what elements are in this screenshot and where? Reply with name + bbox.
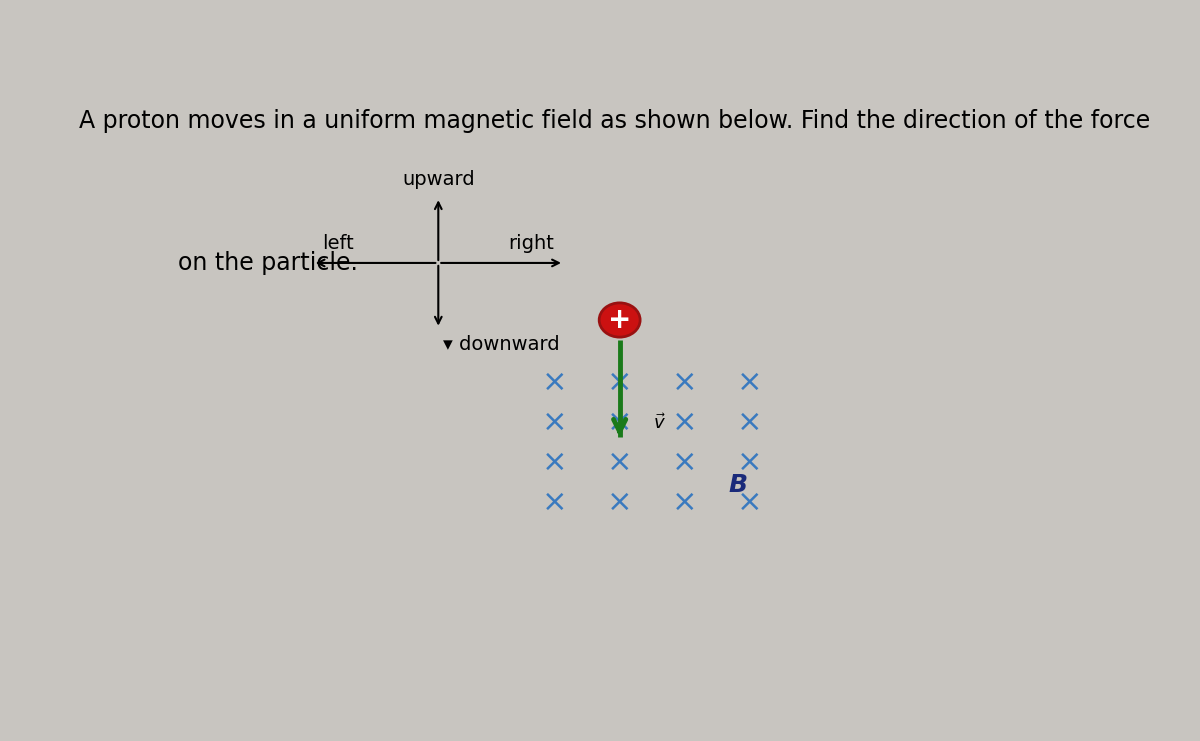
Text: ×: × [542, 408, 568, 437]
Text: ×: × [672, 368, 697, 397]
Text: ×: × [542, 488, 568, 517]
Text: left: left [322, 233, 354, 253]
Text: ×: × [672, 488, 697, 517]
Text: ×: × [672, 408, 697, 437]
Text: ▾ downward: ▾ downward [443, 336, 559, 354]
Text: ×: × [542, 368, 568, 397]
Text: ×: × [737, 408, 763, 437]
Text: A proton moves in a uniform magnetic field as shown below. Find the direction of: A proton moves in a uniform magnetic fie… [79, 109, 1151, 133]
Text: +: + [608, 306, 631, 334]
Text: ×: × [607, 448, 632, 477]
Text: ×: × [542, 448, 568, 477]
Text: ×: × [672, 448, 697, 477]
Text: ×: × [607, 408, 632, 437]
Text: $\vec{v}$: $\vec{v}$ [653, 413, 666, 433]
Text: upward: upward [402, 170, 475, 189]
Text: ×: × [737, 488, 763, 517]
Text: ×: × [607, 488, 632, 517]
Text: ×: × [607, 368, 632, 397]
Ellipse shape [599, 303, 640, 337]
Text: ×: × [737, 448, 763, 477]
Text: on the particle.: on the particle. [178, 251, 358, 275]
Text: B: B [728, 473, 748, 497]
Text: right: right [509, 233, 554, 253]
Text: ×: × [737, 368, 763, 397]
